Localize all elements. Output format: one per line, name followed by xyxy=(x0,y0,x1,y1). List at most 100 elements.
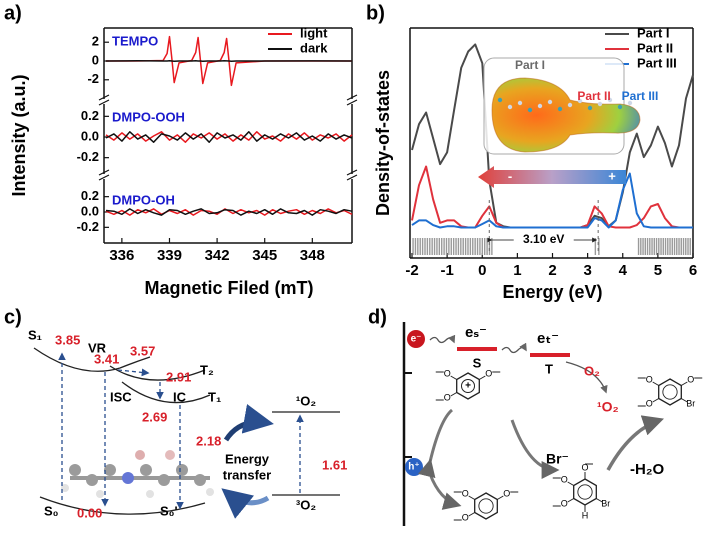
atom-label: O xyxy=(503,488,510,498)
data-line xyxy=(105,59,353,62)
energy-label: 3.41 xyxy=(94,351,119,366)
isc-arrow xyxy=(501,342,527,354)
bond xyxy=(681,398,688,403)
panel-label: a) xyxy=(4,2,22,24)
energy-label: 3.85 xyxy=(55,332,80,347)
axis-break xyxy=(98,94,110,101)
singlet-oxygen-label: ¹O₂ xyxy=(597,399,619,415)
y-tick-label: 0.2 xyxy=(81,108,99,123)
benzene-ring xyxy=(573,478,597,506)
atom-sphere xyxy=(557,106,563,112)
atom-sphere xyxy=(517,100,523,106)
state-label: T₂ xyxy=(200,362,214,377)
part-label: Part III xyxy=(622,89,659,103)
state-label: T₁ xyxy=(208,389,221,404)
y-tick-label: 0.2 xyxy=(81,188,99,203)
polarity-label: + xyxy=(608,168,616,183)
y-tick-label: -0.2 xyxy=(77,149,99,164)
triplet-electron-label: eₜ⁻ xyxy=(537,330,559,347)
y-tick-label: -0.2 xyxy=(77,219,99,234)
legend-label: Part III xyxy=(637,55,677,70)
jablonski-diagram: c) S₁ 3.85 VR 3.41 3.57 2.91 T₂ xyxy=(4,306,347,520)
axis-break xyxy=(346,94,358,101)
bromide-label: Br⁻ xyxy=(546,451,569,467)
energy-label: 3.57 xyxy=(130,343,155,358)
atom-label: O xyxy=(485,368,492,378)
y-tick-label: 0.0 xyxy=(81,128,99,143)
x-tick-label: 339 xyxy=(157,247,182,264)
charge-label: + xyxy=(465,381,471,392)
x-tick-label: 345 xyxy=(252,247,277,264)
aromatic-ring xyxy=(478,498,494,514)
polarity-arrow xyxy=(478,166,626,188)
x-tick-label: 348 xyxy=(300,247,325,264)
x-tick-label: 6 xyxy=(689,262,697,279)
process-label: IC xyxy=(173,389,187,404)
atom-label: O xyxy=(646,398,653,408)
subplot-label: TEMPO xyxy=(112,33,158,48)
s1-curve xyxy=(33,347,151,372)
polarity-label: - xyxy=(508,168,512,183)
transfer-arrow xyxy=(429,334,456,344)
energy-transfer-label: Energy xyxy=(225,451,270,466)
atom-label: O xyxy=(444,368,451,378)
x-tick-label: 4 xyxy=(619,262,628,279)
energy-label: 2.91 xyxy=(166,369,191,384)
state-label: S₀' xyxy=(160,503,178,518)
process-label: ISC xyxy=(110,389,132,404)
oxygen-label: O₂ xyxy=(584,363,600,378)
s0-curve xyxy=(39,496,206,515)
triplet-label: T xyxy=(545,361,553,376)
energy-transfer-arrow xyxy=(223,404,274,442)
y-tick-label: 2 xyxy=(92,34,99,49)
atom-sphere xyxy=(537,103,543,109)
axis-break xyxy=(346,169,358,176)
data-line xyxy=(105,131,353,143)
singlet-label: S xyxy=(473,355,482,370)
legend-label: Part I xyxy=(637,25,670,40)
isc-arrow xyxy=(117,368,150,377)
axis-break xyxy=(98,174,110,181)
y-axis-title: Intensity (a.u.) xyxy=(9,74,29,196)
oxidation-arrow xyxy=(428,473,462,510)
state-label: S₁ xyxy=(28,327,42,342)
atom-label: O xyxy=(462,488,469,498)
x-axis-title: Magnetic Filed (mT) xyxy=(144,278,313,298)
radical-cation xyxy=(461,379,475,393)
data-line xyxy=(105,208,353,216)
bond xyxy=(468,512,475,517)
bond xyxy=(567,481,574,486)
t2-curve xyxy=(109,365,206,381)
y-axis-title: Density-of-states xyxy=(373,70,393,216)
electron-label: e⁻ xyxy=(411,334,422,345)
bond xyxy=(479,375,486,380)
atom-label: Br xyxy=(686,398,695,408)
oxygen-label: ³O₂ xyxy=(296,497,316,512)
energy-label: 0.00 xyxy=(77,505,102,520)
molecule-model xyxy=(61,450,214,498)
x-tick-label: -1 xyxy=(440,262,453,279)
atom-label: O xyxy=(646,374,653,384)
atom-label: H xyxy=(582,510,589,520)
x-tick-label: 336 xyxy=(109,247,134,264)
atom-sphere xyxy=(497,97,503,103)
x-tick-label: 1 xyxy=(513,262,521,279)
process-label: VR xyxy=(88,340,107,355)
panel-label: d) xyxy=(368,306,387,328)
energy-label: 2.18 xyxy=(196,433,221,448)
atom-label: O xyxy=(462,512,469,522)
atom-sphere xyxy=(627,100,633,106)
x-tick-label: 5 xyxy=(654,262,662,279)
x-tick-label: -2 xyxy=(405,262,418,279)
panel-label: c) xyxy=(4,306,22,328)
atom-label: O xyxy=(561,498,568,508)
hole-label: h⁺ xyxy=(408,462,419,473)
legend-label: light xyxy=(300,25,328,40)
y-tick-label: 0.0 xyxy=(81,203,99,218)
deprotonation-arrow xyxy=(606,415,664,471)
x-tick-label: 342 xyxy=(205,247,230,264)
y-tick-label: 0 xyxy=(92,52,99,67)
energy-label: 1.61 xyxy=(322,457,347,472)
axis-break xyxy=(346,174,358,181)
